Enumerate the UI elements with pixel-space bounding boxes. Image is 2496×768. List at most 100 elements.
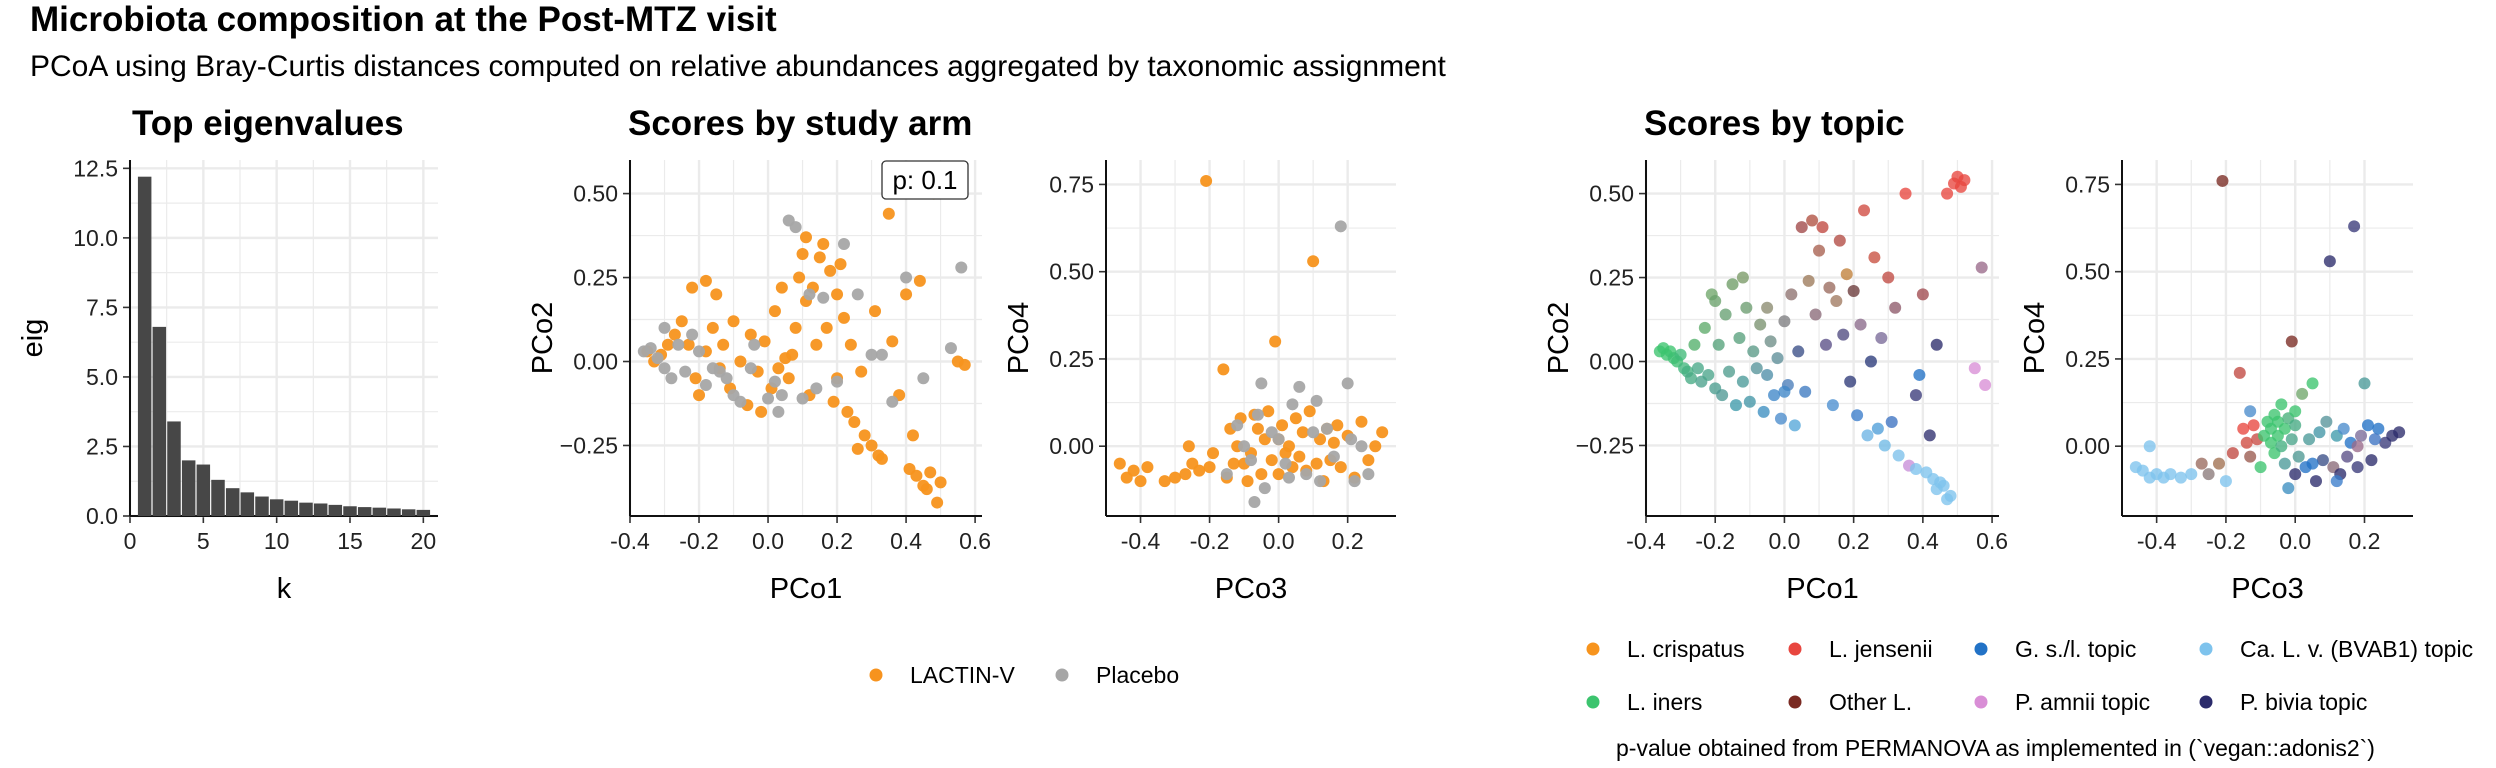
lactin-v-point [768, 305, 781, 318]
lactin-v-point [1307, 255, 1320, 268]
topic-score-point [1979, 379, 1992, 392]
eigenvalue-bar [269, 499, 284, 516]
placebo-point [772, 405, 785, 418]
topic-score-point [1795, 221, 1808, 234]
topic-score-point [1788, 419, 1801, 432]
eigenvalue-bar-chart: 0 5 10 15 20 0.0 2.5 5.0 7.5 10.0 12.5 k eig [17, 155, 438, 605]
topic-score-point [2303, 433, 2316, 446]
topic-score-point [2372, 422, 2385, 435]
lactin-v-point [1262, 405, 1275, 418]
x-tick-label: 0.0 [1263, 528, 1295, 554]
x-tick-label: 0.4 [890, 528, 922, 554]
topic-score-point [2289, 468, 2302, 481]
legend-key-p-amnii-topic [1974, 695, 1988, 709]
lactin-v-point [820, 321, 833, 334]
eigenvalue-bar [328, 504, 343, 516]
lactin-v-point [875, 452, 888, 465]
x-tick-label: -0.2 [1695, 528, 1735, 554]
eigenvalue-bar [401, 509, 416, 516]
topic-score-point [2233, 366, 2246, 379]
lactin-v-point [865, 439, 878, 452]
lactin-v-point [906, 429, 919, 442]
placebo-point [1286, 398, 1299, 411]
lactin-v-point [689, 372, 702, 385]
pvalue-label-box: p: 0.1 [881, 160, 969, 200]
topic-score-point [1864, 355, 1877, 368]
topic-score-point [1792, 345, 1805, 358]
placebo-point [900, 271, 913, 284]
lactin-v-point [844, 338, 857, 351]
lactin-v-point [1227, 457, 1240, 470]
y-tick-label: −0.25 [1576, 432, 1634, 458]
y-tick-label: 0.0 [86, 503, 118, 529]
legend-key-bvab1-topic [2199, 642, 2213, 656]
eigenvalue-bar [299, 502, 313, 516]
topic-score-point [2348, 220, 2361, 233]
topic-score-point [1958, 174, 1971, 187]
topic-score-point [2278, 422, 2291, 435]
topic-score-point [1729, 399, 1742, 412]
topic-score-point [1854, 318, 1867, 331]
lactin-v-point [717, 338, 730, 351]
topic-score-point [1806, 214, 1819, 227]
y-tick-label: 0.75 [1049, 171, 1094, 197]
topic-score-point [1712, 338, 1725, 351]
topic-score-point [1858, 204, 1871, 217]
y-axis-title: PCo4 [1003, 302, 1035, 375]
legend-key-l-crispatus [1586, 642, 1600, 656]
lactin-v-point [813, 251, 826, 264]
topic-score-point [1823, 281, 1836, 294]
eigenvalue-bar [211, 479, 225, 516]
lactin-v-point [1182, 440, 1195, 453]
lactin-v-point [1200, 174, 1213, 187]
lactin-v-point [1282, 440, 1295, 453]
topic-score-point [1688, 338, 1701, 351]
arm-panel-title: Scores by study arm [628, 104, 972, 143]
lactin-v-point [1272, 468, 1285, 481]
y-tick-label: 0.25 [2065, 346, 2110, 372]
topic-score-point [2330, 475, 2343, 488]
y-tick-label: 0.00 [2065, 433, 2110, 459]
arm-pco1-pco2-scatter: -0.4 -0.2 0.0 0.2 0.4 0.6 −0.25 0.00 0.25 0.50 PCo… [527, 160, 991, 605]
topic-score-point [2174, 471, 2187, 484]
lactin-v-point [682, 338, 695, 351]
placebo-point [679, 365, 692, 378]
lactin-v-point [1310, 457, 1323, 470]
x-tick-label: 15 [337, 528, 363, 554]
placebo-point [917, 372, 930, 385]
placebo-point [720, 372, 733, 385]
lactin-v-point [1362, 454, 1375, 467]
y-axis-title: PCo2 [527, 302, 559, 375]
topic-score-point [1819, 338, 1832, 351]
lactin-v-point [744, 328, 757, 341]
topic-score-point [2306, 457, 2319, 470]
eigenvalue-bar [255, 496, 269, 516]
x-tick-label: 0.6 [1976, 528, 2008, 554]
x-tick-label: 0.0 [1768, 528, 1800, 554]
placebo-point [1293, 380, 1306, 393]
topic-score-point [1878, 439, 1891, 452]
figure-subtitle: PCoA using Bray-Curtis distances compute… [30, 50, 1446, 83]
lactin-v-point [882, 207, 895, 220]
topic-score-point [2358, 377, 2371, 390]
topic-score-point [1743, 395, 1756, 408]
placebo-point [762, 392, 775, 405]
topic-score-point [1968, 362, 1981, 375]
placebo-point [693, 345, 706, 358]
placebo-point [803, 288, 816, 301]
topic-score-point [1816, 221, 1829, 234]
placebo-point [1258, 482, 1271, 495]
topic-score-point [2275, 440, 2288, 453]
topic-score-point [2244, 450, 2257, 463]
topic-score-point [2393, 426, 2406, 439]
topic-score-point [1840, 268, 1853, 281]
topic-score-point [2278, 457, 2291, 470]
eigen-panel-title: Top eigenvalues [132, 104, 404, 143]
lactin-v-point [886, 335, 899, 348]
topic-score-point [2316, 454, 2329, 467]
lactin-v-point [1334, 461, 1347, 474]
y-tick-label: 7.5 [86, 294, 118, 320]
permanova-caption: p-value obtained from PERMANOVA as imple… [1616, 735, 2375, 761]
